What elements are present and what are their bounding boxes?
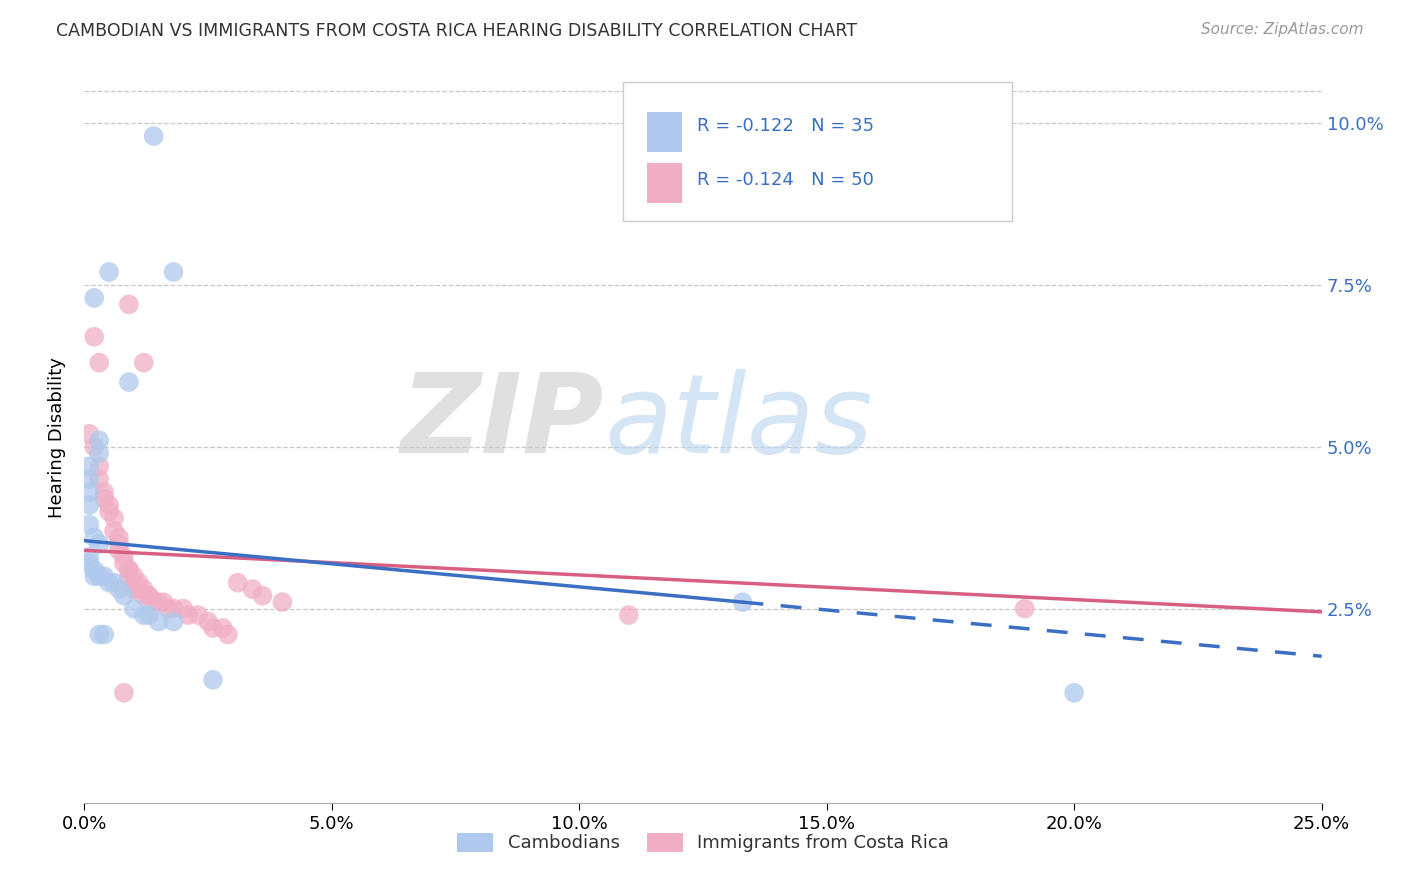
- Point: [202, 621, 225, 635]
- Point: [112, 686, 135, 700]
- Point: [112, 549, 135, 564]
- Point: [226, 575, 249, 590]
- Point: [83, 569, 105, 583]
- Point: [148, 615, 170, 629]
- Point: [79, 549, 101, 564]
- Point: [83, 291, 105, 305]
- Point: [83, 330, 105, 344]
- Point: [172, 601, 194, 615]
- Text: ZIP: ZIP: [401, 369, 605, 476]
- Point: [98, 265, 121, 279]
- Point: [138, 608, 160, 623]
- Point: [93, 485, 115, 500]
- Point: [128, 582, 150, 597]
- Point: [93, 491, 115, 506]
- FancyBboxPatch shape: [623, 82, 1012, 221]
- Legend: Cambodians, Immigrants from Costa Rica: Cambodians, Immigrants from Costa Rica: [450, 826, 956, 860]
- Text: R = -0.122   N = 35: R = -0.122 N = 35: [697, 117, 875, 136]
- Y-axis label: Hearing Disability: Hearing Disability: [48, 357, 66, 517]
- Point: [162, 615, 184, 629]
- Point: [108, 530, 131, 544]
- Point: [98, 504, 121, 518]
- Point: [197, 615, 219, 629]
- Point: [79, 557, 101, 571]
- Point: [79, 459, 101, 474]
- Point: [242, 582, 264, 597]
- Point: [122, 601, 145, 615]
- Point: [162, 265, 184, 279]
- Point: [162, 601, 184, 615]
- Point: [212, 621, 235, 635]
- FancyBboxPatch shape: [647, 112, 682, 152]
- Point: [132, 356, 155, 370]
- Point: [79, 498, 101, 512]
- Point: [83, 440, 105, 454]
- Point: [152, 595, 174, 609]
- Point: [93, 627, 115, 641]
- Point: [108, 543, 131, 558]
- Point: [187, 608, 209, 623]
- Point: [93, 569, 115, 583]
- Text: R = -0.124   N = 50: R = -0.124 N = 50: [697, 170, 873, 188]
- Point: [79, 517, 101, 532]
- Point: [83, 530, 105, 544]
- Point: [89, 356, 111, 370]
- Point: [89, 472, 111, 486]
- Point: [177, 608, 200, 623]
- Point: [79, 485, 101, 500]
- Point: [98, 575, 121, 590]
- Point: [132, 582, 155, 597]
- Text: atlas: atlas: [605, 369, 873, 476]
- Point: [112, 589, 135, 603]
- Point: [103, 524, 125, 538]
- Point: [1063, 686, 1085, 700]
- Point: [89, 537, 111, 551]
- FancyBboxPatch shape: [647, 163, 682, 203]
- Point: [142, 129, 165, 144]
- Point: [122, 569, 145, 583]
- Point: [617, 608, 640, 623]
- Point: [103, 575, 125, 590]
- Point: [157, 601, 180, 615]
- Point: [118, 569, 141, 583]
- Point: [118, 563, 141, 577]
- Point: [202, 673, 225, 687]
- Point: [89, 434, 111, 448]
- Point: [118, 375, 141, 389]
- Text: Source: ZipAtlas.com: Source: ZipAtlas.com: [1201, 22, 1364, 37]
- Point: [108, 582, 131, 597]
- Point: [138, 589, 160, 603]
- Point: [83, 563, 105, 577]
- Point: [138, 589, 160, 603]
- Point: [217, 627, 239, 641]
- Point: [142, 595, 165, 609]
- Point: [271, 595, 294, 609]
- Point: [89, 459, 111, 474]
- Point: [1014, 601, 1036, 615]
- Point: [118, 563, 141, 577]
- Point: [79, 426, 101, 441]
- Point: [731, 595, 754, 609]
- Point: [128, 575, 150, 590]
- Point: [79, 472, 101, 486]
- Point: [252, 589, 274, 603]
- Point: [89, 627, 111, 641]
- Point: [103, 511, 125, 525]
- Point: [89, 446, 111, 460]
- Point: [132, 589, 155, 603]
- Point: [89, 569, 111, 583]
- Point: [122, 582, 145, 597]
- Point: [132, 608, 155, 623]
- Text: CAMBODIAN VS IMMIGRANTS FROM COSTA RICA HEARING DISABILITY CORRELATION CHART: CAMBODIAN VS IMMIGRANTS FROM COSTA RICA …: [56, 22, 858, 40]
- Point: [148, 595, 170, 609]
- Point: [122, 575, 145, 590]
- Point: [112, 557, 135, 571]
- Point: [98, 498, 121, 512]
- Point: [118, 297, 141, 311]
- Point: [108, 537, 131, 551]
